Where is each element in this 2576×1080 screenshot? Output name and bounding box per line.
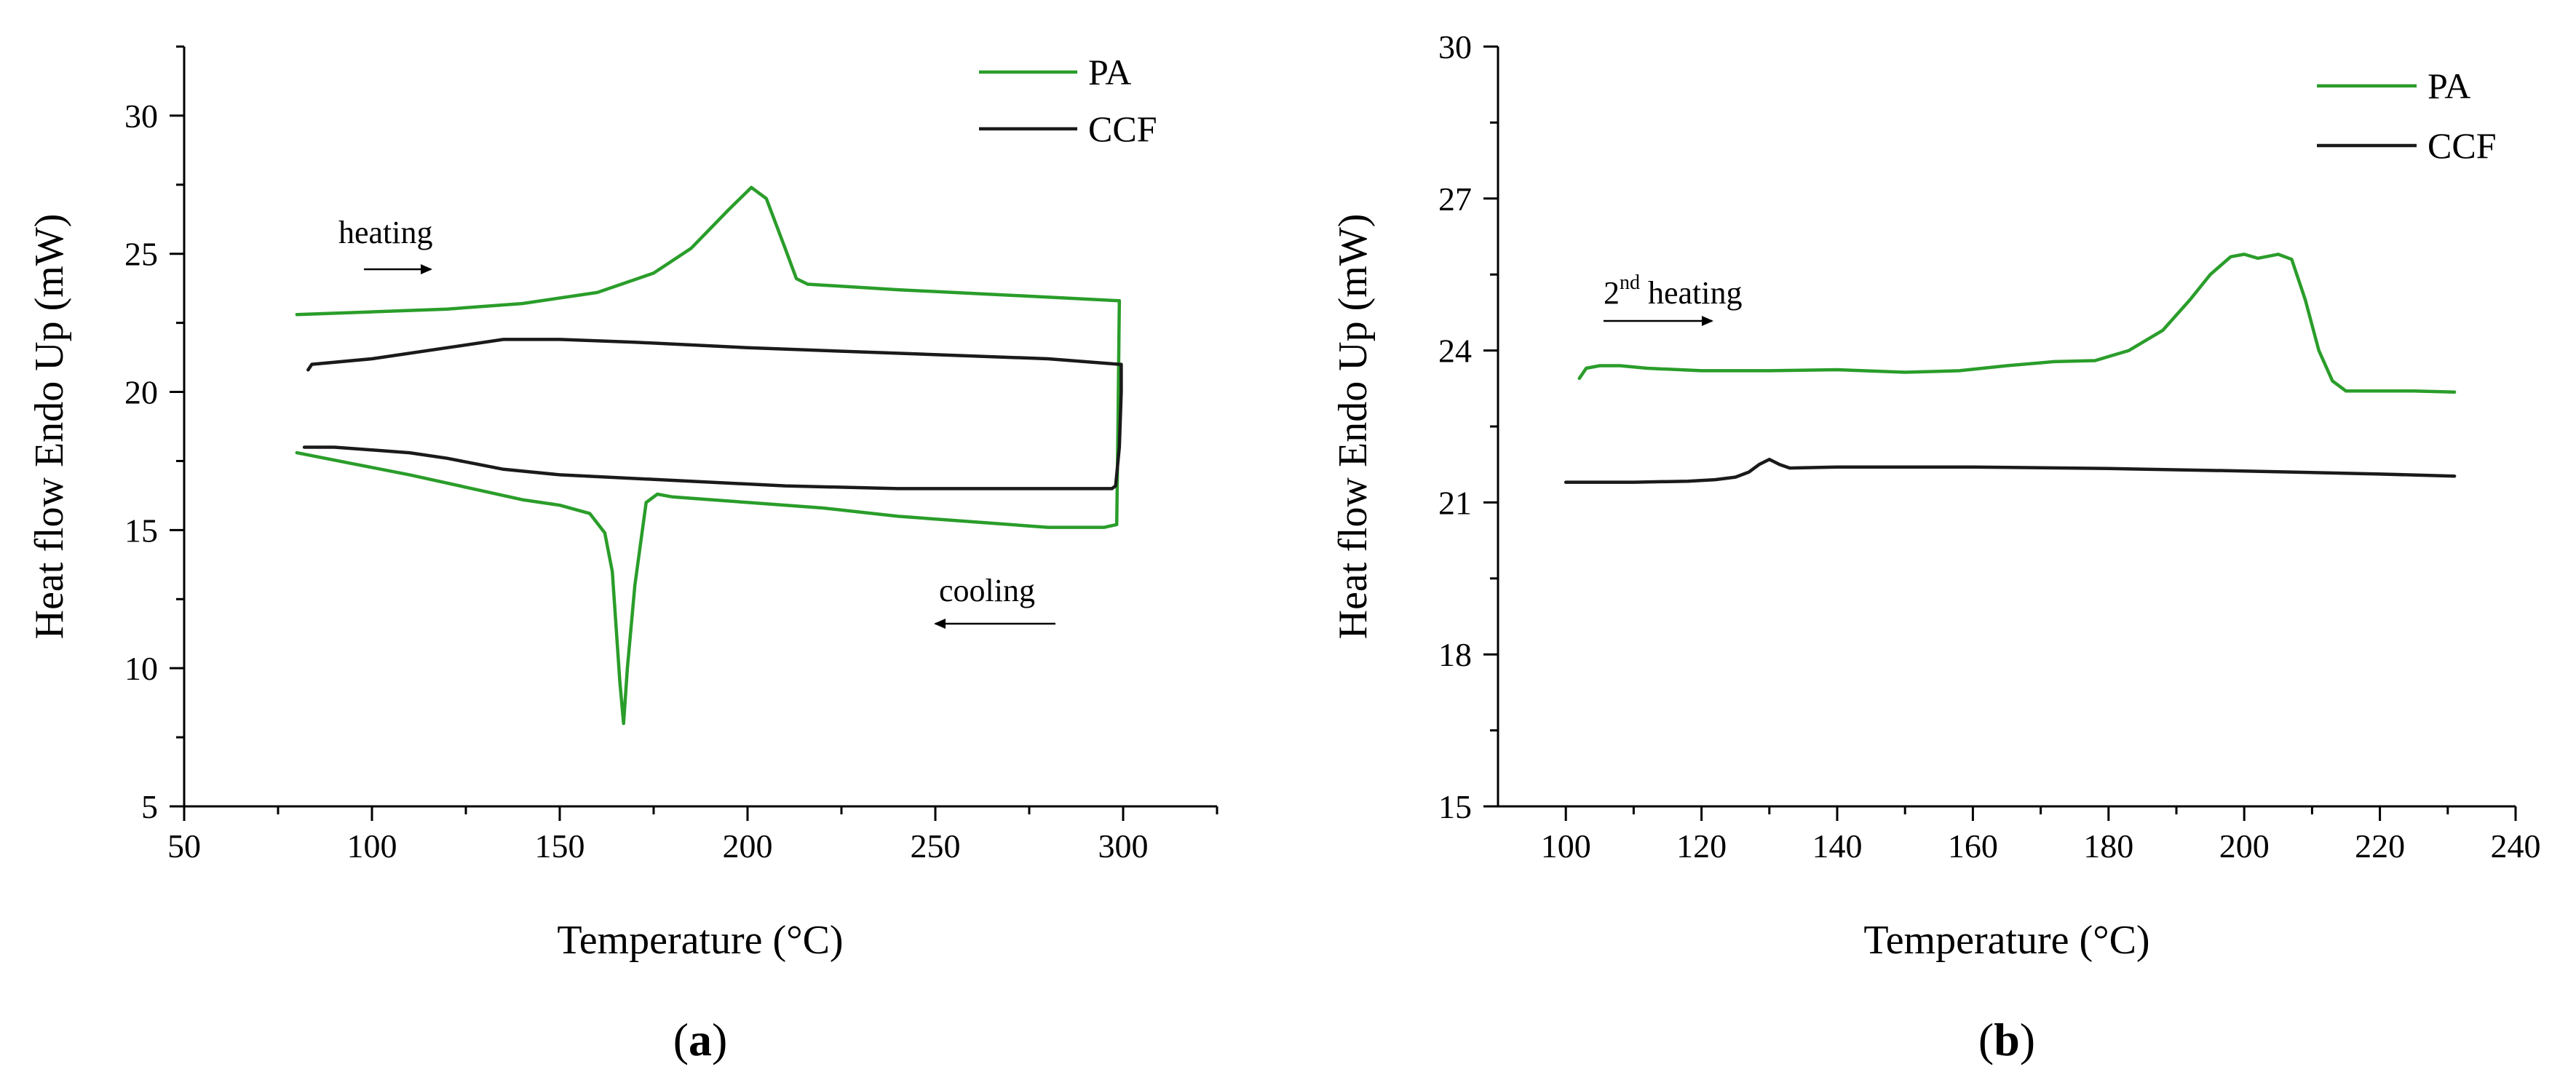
y-tick-label: 30 [124,98,158,135]
annotation-cooling: cooling [934,573,1055,629]
axis-ticks: 100 120 140 160 180 200 220 240 15 18 21 24 27 30 [1438,28,2541,865]
y-tick-label: 15 [124,512,158,549]
chart-panel-a: 50 100 150 200 250 300 5 10 15 20 25 30 PA CCF heat… [27,45,1218,1065]
axis-ticks: 50 100 150 200 250 300 5 10 15 20 25 30 [124,45,1218,865]
panel-label-b-letter: b [1994,1014,2020,1065]
legend-label-ccf: CCF [1088,108,1157,149]
y-axis-title: Heat flow Endo Up (mW) [1331,214,1376,640]
x-tick-label: 250 [911,827,961,865]
annotation-second-heating-arrowhead [1702,316,1713,326]
annotation-cooling-text: cooling [939,573,1035,608]
series-pa-line [295,186,1122,726]
y-tick-label: 20 [124,374,158,411]
legend-label-pa: PA [2428,65,2470,106]
legend: PA CCF [979,52,1157,149]
x-tick-label: 150 [535,827,585,865]
annotation-heating-text: heating [338,215,433,250]
series-ccf-line [1564,457,2457,484]
x-tick-label: 50 [167,827,201,865]
chart-panel-b: 100 120 140 160 180 200 220 240 15 18 21 24 27 30 PA … [1331,28,2541,1065]
y-tick-label: 25 [124,236,158,273]
y-tick-label: 21 [1438,484,1472,521]
annotation-second-heating: 2nd heating [1604,271,1743,326]
x-tick-label: 300 [1098,827,1149,865]
annotation-heating: heating [338,215,433,274]
x-tick-label: 120 [1676,827,1727,865]
x-tick-label: 100 [347,827,397,865]
x-tick-label: 220 [2355,827,2405,865]
annotation-cooling-arrowhead [934,619,946,629]
y-tick-label: 15 [1438,788,1472,825]
x-tick-label: 180 [2083,827,2133,865]
legend: PA CCF [2317,65,2497,166]
y-tick-label: 30 [1438,28,1472,65]
panel-label-a-letter: a [689,1014,712,1065]
series-ccf-line [302,338,1123,491]
x-axis-title: Temperature (°C) [557,918,843,963]
y-tick-label: 24 [1438,333,1472,370]
x-tick-label: 200 [2219,827,2270,865]
y-tick-label: 18 [1438,636,1472,673]
y-axis-title: Heat flow Endo Up (mW) [27,214,72,640]
series-group [1564,253,2457,484]
y-tick-label: 10 [124,650,158,687]
x-tick-label: 140 [1812,827,1863,865]
x-tick-label: 160 [1948,827,1998,865]
panel-label-b: (b) [1978,1014,2035,1065]
x-axis-title: Temperature (°C) [1863,918,2149,963]
legend-label-ccf: CCF [2428,125,2497,166]
annotation-superscript: nd [1620,271,1640,294]
annotation-second-heating-text: 2nd heating [1604,271,1743,311]
y-tick-label: 5 [141,788,158,825]
x-tick-label: 100 [1541,827,1591,865]
legend-label-pa: PA [1088,52,1131,92]
series-pa-line [1577,253,2457,394]
x-tick-label: 240 [2491,827,2541,865]
annotation-number: 2 [1604,275,1620,311]
y-tick-label: 27 [1438,180,1472,218]
annotation-heating-arrowhead [421,264,432,274]
x-tick-label: 200 [723,827,773,865]
series-group [295,186,1123,726]
annotation-rest: heating [1640,275,1743,311]
panel-label-a: (a) [673,1014,728,1065]
